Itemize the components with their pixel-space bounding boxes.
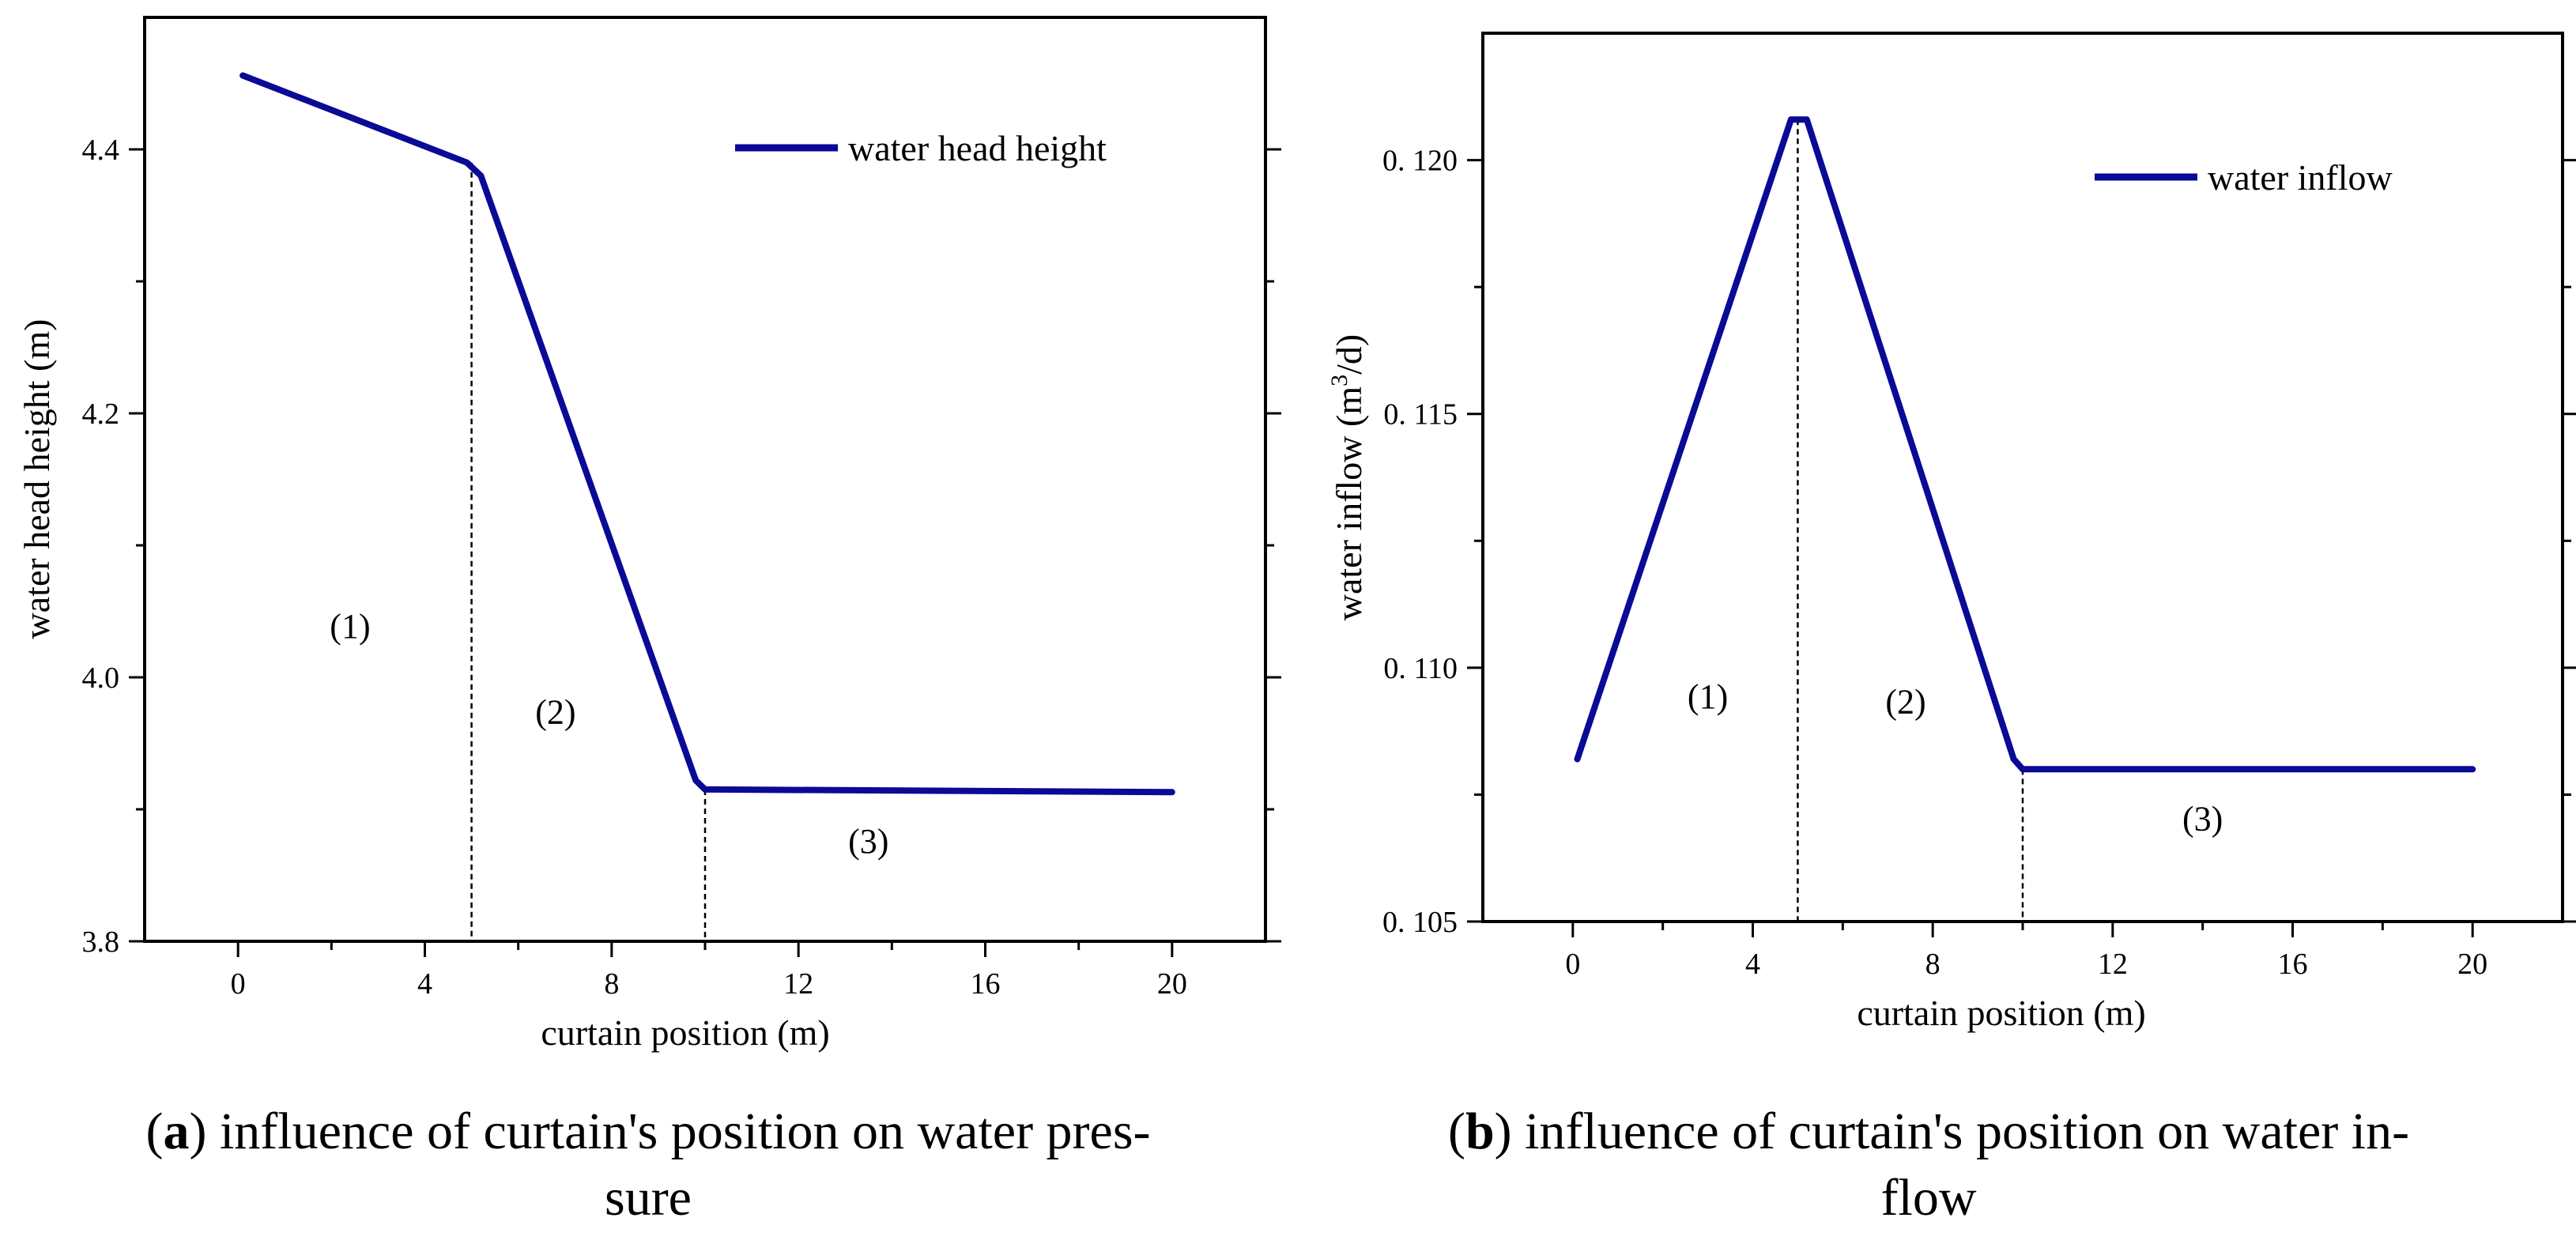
- panel-b-y-tick-label: 0. 120: [1382, 145, 1458, 178]
- panel-a-x-tick-label: 4: [417, 967, 432, 1001]
- panel-b-y-tick-label: 0. 115: [1383, 398, 1458, 432]
- panel-a-caption-line2: sure: [605, 1169, 692, 1227]
- panel-b-x-tick-label: 20: [2457, 948, 2487, 981]
- panel-a-caption-line1: (a) influence of curtain's position on w…: [145, 1103, 1151, 1160]
- panel-a-series: [239, 72, 1175, 796]
- panel-a-caption-letter: a: [163, 1103, 190, 1160]
- panel-b-region-label: (3): [2182, 799, 2223, 838]
- panel-b-caption: (b) influence of curtain's position on w…: [1296, 1099, 2561, 1231]
- panel-a-legend: water head height: [735, 128, 1107, 168]
- panel-a-y-tick-label: 4.0: [82, 662, 120, 695]
- panel-a-y-axis-title: water head height (m): [17, 319, 57, 639]
- panel-b-chart: 0 4 8 12 16 20 0. 105 0. 110 0. 115 0. 120 (1) (2)…: [1326, 32, 2576, 1033]
- panel-b-legend-label: water inflow: [2208, 157, 2393, 198]
- panel-a-y-tick-label: 4.4: [82, 134, 120, 167]
- panel-a-annotations: (1) (2) (3): [330, 607, 888, 861]
- panel-b-series-line: [1574, 116, 2476, 773]
- panel-a-x-tick-label: 20: [1157, 967, 1187, 1001]
- panel-b-series: [1574, 116, 2476, 773]
- panel-b-y-axis-title-part2: /d): [1329, 334, 1369, 375]
- panel-b-y-tick-label: 0. 105: [1382, 906, 1458, 939]
- panel-a-x-axis-title: curtain position (m): [541, 1012, 829, 1053]
- panel-b-caption-text1: influence of curtain's position on water…: [1525, 1103, 2410, 1160]
- panel-a-x-tick-label: 16: [971, 967, 1001, 1001]
- panel-a-x-tick-label: 8: [604, 967, 619, 1001]
- panel-a-y-tick-label: 3.8: [82, 925, 120, 959]
- panel-b-region-label: (2): [1885, 683, 1925, 722]
- panel-b-y-tick-label: 0. 110: [1383, 652, 1458, 685]
- panel-a-guide-lines: [470, 162, 707, 941]
- panel-a-region-label: (2): [535, 692, 575, 731]
- panel-b-y-axis-title: water inflow (m3/d): [1326, 334, 1369, 620]
- panel-b-caption-line2: flow: [1880, 1169, 1977, 1227]
- panel-a-ticks: 0 4 8 12 16 20 3.8 4.0 4.2 4.4: [82, 134, 1281, 1001]
- panel-b-x-tick-label: 8: [1925, 948, 1940, 981]
- panel-b-x-axis-title: curtain position (m): [1857, 993, 2145, 1033]
- panel-b-x-tick-label: 12: [2098, 948, 2128, 981]
- panel-b-caption-letter: b: [1465, 1103, 1495, 1160]
- panel-b-y-axis-title-superscript: 3: [1326, 375, 1352, 386]
- panel-b-x-tick-label: 16: [2278, 948, 2308, 981]
- panel-b-caption-line1: (b) influence of curtain's position on w…: [1447, 1103, 2410, 1160]
- panel-b-y-axis-title-part1: water inflow (m: [1329, 386, 1369, 621]
- panel-b-legend: water inflow: [2095, 157, 2393, 198]
- panel-b-x-tick-label: 4: [1745, 948, 1760, 981]
- panel-a-region-label: (1): [330, 607, 370, 646]
- panel-a-caption-text1: influence of curtain's position on water…: [219, 1103, 1151, 1160]
- panel-a-region-label: (3): [848, 822, 888, 861]
- panel-a-x-tick-label: 12: [783, 967, 813, 1001]
- panel-a-x-tick-label: 0: [231, 967, 246, 1001]
- panel-a-series-line: [239, 72, 1175, 796]
- panel-b-region-label: (1): [1688, 677, 1728, 716]
- panel-a-legend-label: water head height: [848, 128, 1107, 168]
- panel-a-caption: (a) influence of curtain's position on w…: [0, 1099, 1296, 1231]
- panel-b-ticks: 0 4 8 12 16 20 0. 105 0. 110 0. 115 0. 120: [1382, 145, 2576, 981]
- panel-b-annotations: (1) (2) (3): [1688, 677, 2223, 838]
- panel-b-x-tick-label: 0: [1565, 948, 1580, 981]
- panel-b-guide-lines: [1797, 119, 2024, 922]
- panel-a-y-tick-label: 4.2: [82, 398, 120, 431]
- panel-a-chart: 0 4 8 12 16 20 3.8 4.0 4.2 4.4 (1) (2) (3) water he…: [17, 16, 1281, 1053]
